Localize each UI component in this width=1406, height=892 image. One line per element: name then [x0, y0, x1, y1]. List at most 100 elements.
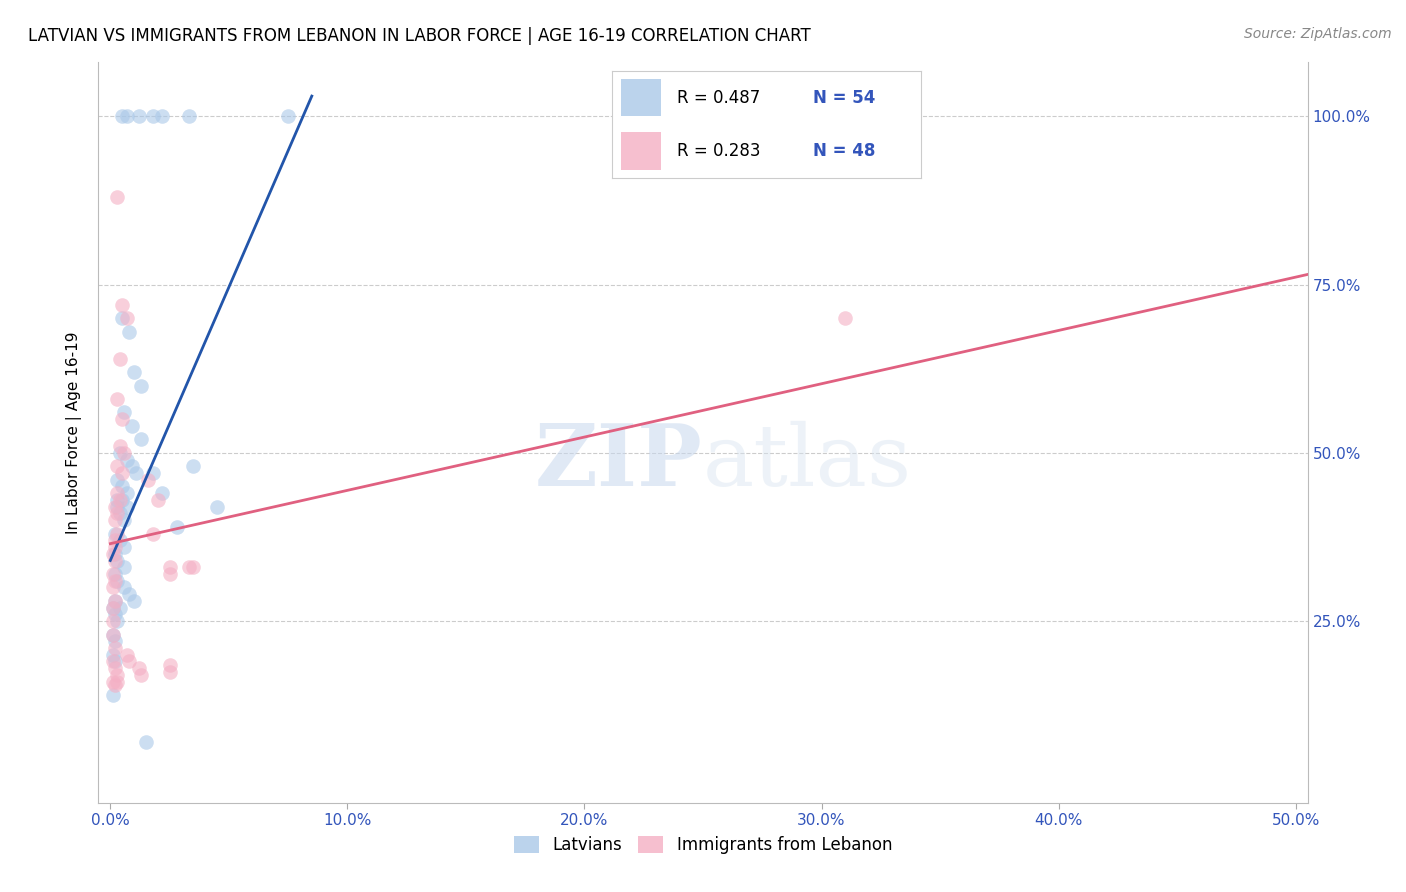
Point [104, 547, 127, 561]
Point [111, 311, 134, 326]
Point [108, 533, 131, 548]
Point [159, 665, 181, 679]
Text: N = 54: N = 54 [813, 88, 875, 106]
Point [101, 627, 124, 641]
Point [111, 492, 134, 507]
Point [105, 500, 128, 514]
Point [114, 560, 136, 574]
Point [115, 311, 138, 326]
Point [115, 109, 138, 123]
Point [101, 674, 124, 689]
Point [104, 594, 127, 608]
Point [136, 473, 159, 487]
Text: Source: ZipAtlas.com: Source: ZipAtlas.com [1244, 27, 1392, 41]
Point [104, 634, 127, 648]
Point [105, 392, 128, 406]
Point [101, 600, 124, 615]
Point [128, 109, 150, 123]
Point [177, 560, 200, 574]
Point [177, 109, 200, 123]
Point [121, 418, 143, 433]
Point [115, 648, 138, 662]
Point [101, 688, 124, 702]
Point [101, 655, 124, 669]
Point [159, 560, 181, 574]
Point [114, 405, 136, 419]
Point [111, 412, 134, 426]
Point [121, 459, 143, 474]
Point [111, 466, 134, 480]
Point [104, 526, 127, 541]
Point [105, 668, 128, 682]
Legend: Latvians, Immigrants from Lebanon: Latvians, Immigrants from Lebanon [508, 830, 898, 861]
Point [277, 109, 299, 123]
Point [115, 500, 138, 514]
Point [104, 594, 127, 608]
Point [114, 540, 136, 554]
Point [104, 500, 127, 514]
Point [105, 492, 128, 507]
Point [108, 351, 131, 366]
Text: LATVIAN VS IMMIGRANTS FROM LEBANON IN LABOR FORCE | AGE 16-19 CORRELATION CHART: LATVIAN VS IMMIGRANTS FROM LEBANON IN LA… [28, 27, 811, 45]
Point [105, 674, 128, 689]
Point [101, 547, 124, 561]
Point [104, 607, 127, 622]
Point [105, 473, 128, 487]
Point [129, 668, 152, 682]
Point [129, 378, 152, 392]
Text: R = 0.487: R = 0.487 [676, 88, 759, 106]
Point [105, 486, 128, 500]
Point [108, 507, 131, 521]
Point [104, 566, 127, 581]
Point [159, 566, 181, 581]
Point [118, 587, 141, 601]
Point [108, 492, 131, 507]
Point [105, 526, 128, 541]
FancyBboxPatch shape [621, 78, 661, 116]
Point [834, 311, 856, 326]
Point [135, 735, 157, 749]
Point [104, 533, 127, 548]
Point [111, 479, 134, 493]
Point [101, 614, 124, 628]
Point [101, 648, 124, 662]
Point [115, 452, 138, 467]
Point [129, 433, 152, 447]
Y-axis label: In Labor Force | Age 16-19: In Labor Force | Age 16-19 [66, 331, 83, 534]
FancyBboxPatch shape [621, 132, 661, 169]
Point [125, 466, 148, 480]
Point [108, 446, 131, 460]
Point [118, 655, 141, 669]
Point [142, 466, 165, 480]
Point [159, 657, 181, 672]
Text: ZIP: ZIP [536, 420, 703, 504]
Point [118, 325, 141, 339]
Point [115, 486, 138, 500]
Point [104, 553, 127, 567]
Point [181, 459, 204, 474]
Point [205, 500, 228, 514]
Point [104, 655, 127, 669]
Point [105, 190, 128, 204]
Point [152, 109, 174, 123]
Point [128, 661, 150, 675]
Point [114, 581, 136, 595]
Point [166, 520, 188, 534]
Point [101, 566, 124, 581]
Point [104, 678, 127, 692]
Point [104, 661, 127, 675]
Point [114, 513, 136, 527]
Point [122, 594, 145, 608]
Point [142, 109, 165, 123]
Point [181, 560, 204, 574]
Point [105, 614, 128, 628]
Point [114, 446, 136, 460]
Point [105, 459, 128, 474]
Point [146, 492, 169, 507]
Point [105, 574, 128, 588]
Point [111, 109, 134, 123]
Point [142, 526, 165, 541]
Point [101, 600, 124, 615]
Point [108, 600, 131, 615]
Text: atlas: atlas [703, 421, 912, 504]
